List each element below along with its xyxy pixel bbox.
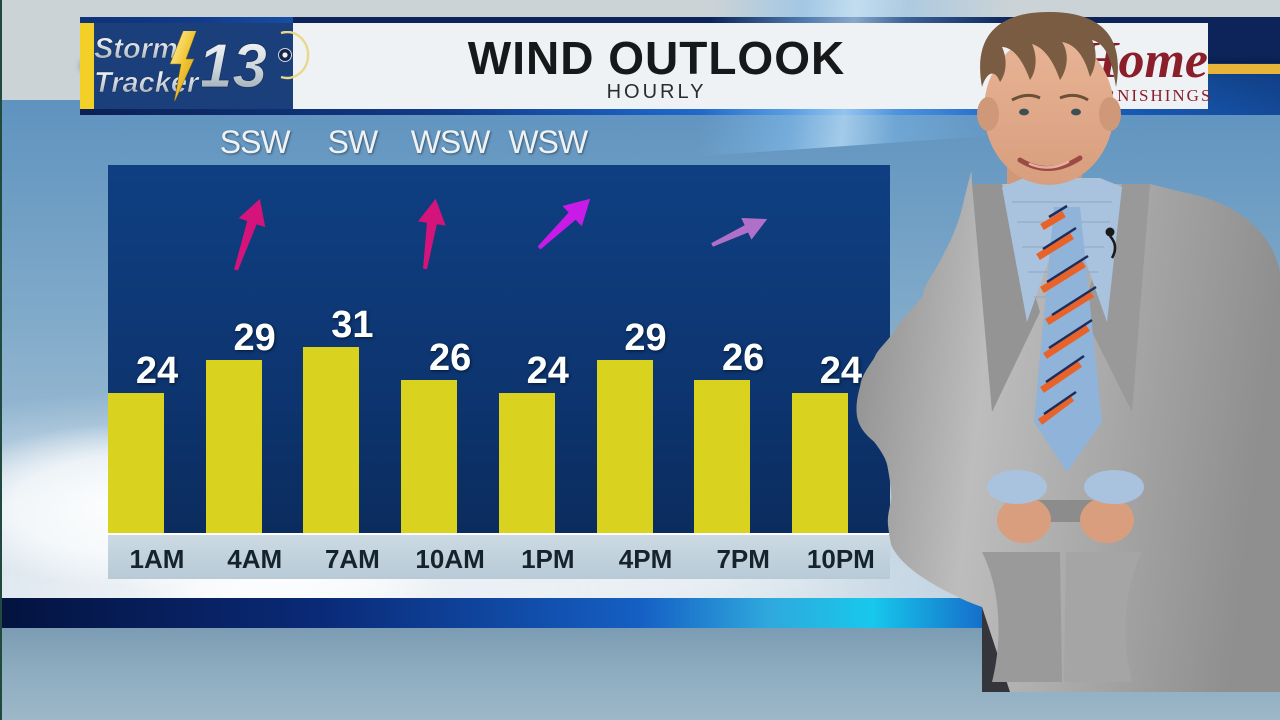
svg-text:13: 13 <box>202 32 267 101</box>
svg-text:Storm: Storm <box>94 33 178 65</box>
